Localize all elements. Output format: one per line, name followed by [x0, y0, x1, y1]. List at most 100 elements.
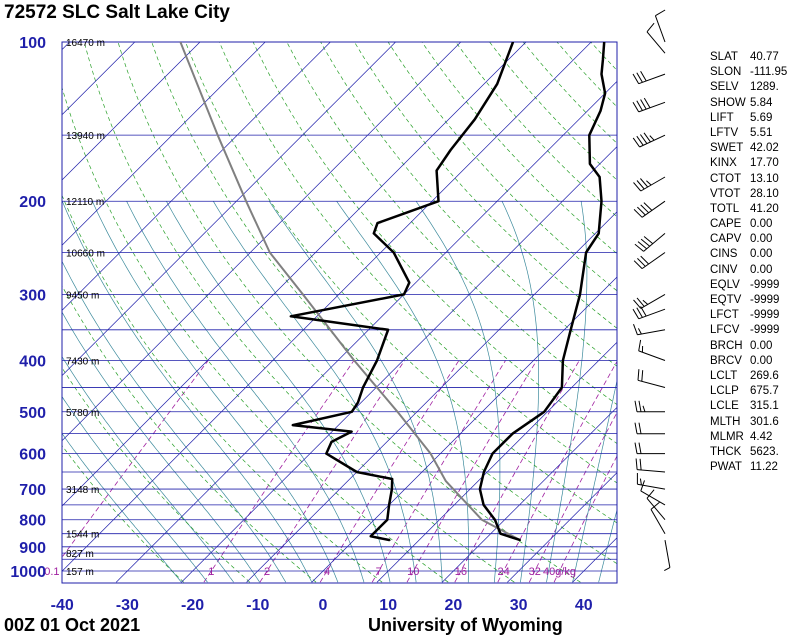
moist-adiabat-line — [62, 395, 208, 583]
height-label: 12110 m — [66, 197, 104, 208]
temperature-profile-line-point — [598, 176, 601, 178]
temperature-profile-line-point — [494, 518, 496, 521]
temperature-profile-group — [478, 42, 607, 542]
dry-adiabat-line — [185, 42, 617, 524]
wind-barb — [633, 176, 666, 192]
station-indices-panel: SLAT 40.77 SLON -111.95 SELV 1289. SHOW 5.84 LIF… — [710, 50, 787, 475]
mixing-ratio-line — [319, 360, 460, 583]
wind-barb-staff — [637, 379, 666, 388]
index-row: LIFT 5.69 — [710, 111, 787, 126]
wind-barb-staff — [641, 200, 666, 218]
index-row: MLTH 301.6 — [710, 415, 787, 430]
temperature-profile-line-point — [562, 359, 564, 362]
wind-barb — [632, 97, 666, 113]
height-label: 5780 m — [66, 408, 99, 419]
index-row: PWAT 11.22 — [710, 460, 787, 475]
dewpoint-profile-line-point — [435, 169, 438, 172]
index-value: 1289. — [750, 81, 779, 94]
dewpoint-profile-line-point — [356, 471, 358, 473]
index-name: LFTV — [710, 126, 739, 139]
pressure-tick-labels: 100 200 300 400 500 600 700 800 900 1000 — [10, 35, 46, 581]
isotherm-line — [181, 146, 617, 583]
index-row: BRCH 0.00 — [710, 339, 787, 354]
mixing-ratio-label: 40g/kg — [543, 566, 576, 578]
isotherm-line — [507, 472, 617, 583]
pressure-tick-label: 300 — [19, 287, 46, 304]
wind-barb-staff — [664, 540, 671, 568]
wind-barb — [634, 422, 665, 435]
index-name: PWAT — [710, 461, 742, 474]
index-value: 5.51 — [750, 126, 773, 139]
dewpoint-profile-line-point — [373, 232, 375, 235]
temperature-profile-line-point — [602, 58, 604, 61]
dry-adiabat-line — [62, 444, 184, 583]
wind-barb-feather — [643, 236, 654, 244]
moist-adiabat-line — [336, 200, 469, 583]
moist-adiabat-line — [62, 432, 182, 583]
wind-barb — [646, 489, 666, 521]
index-row: LCLT 269.6 — [710, 369, 787, 384]
mixing-ratio-line — [528, 411, 617, 583]
parcel-profile-line-point — [444, 480, 447, 482]
parcel-profile-line-point — [353, 359, 356, 362]
index-name: LCLT — [710, 369, 738, 382]
dewpoint-profile-line-point — [474, 118, 476, 121]
parcel-profile-line-point — [481, 518, 483, 521]
index-value: 42.02 — [750, 142, 779, 155]
pressure-tick-label: 500 — [19, 405, 46, 422]
dry-adiabat-line — [522, 42, 617, 144]
wind-barb-feather — [634, 243, 644, 252]
wind-barb-staff — [638, 308, 666, 320]
dry-adiabat-line — [62, 285, 317, 583]
temperature-profile-line-point — [519, 539, 521, 541]
wind-barb-feather — [639, 478, 642, 485]
wind-barb-feather — [632, 73, 640, 84]
pressure-tick-label: 600 — [19, 447, 46, 464]
wind-barb-staff — [646, 31, 666, 54]
index-value: 4.42 — [750, 430, 773, 443]
moist-adiabat-line — [598, 508, 617, 583]
isotherm-line — [62, 42, 592, 572]
index-value: 5623. — [750, 445, 779, 458]
dewpoint-profile-line-point — [350, 430, 353, 433]
wind-barb — [637, 369, 666, 388]
dewpoint-profile-line-point — [391, 478, 394, 480]
dewpoint-profile-line — [289, 42, 515, 542]
wind-barb — [632, 71, 666, 85]
wind-barb-feather — [640, 255, 649, 265]
mixing-ratio-line — [497, 360, 617, 583]
index-name: CAPV — [710, 233, 742, 246]
index-value: 28.10 — [750, 187, 779, 200]
wind-barb-feather — [638, 400, 642, 412]
index-value: -9999 — [750, 324, 780, 337]
mixing-ratio-label: 32 — [529, 566, 541, 578]
data-source: University of Wyoming — [368, 615, 563, 635]
index-value: 0.00 — [750, 354, 773, 367]
dewpoint-profile-line-point — [403, 293, 405, 296]
temperature-profile-line-point — [543, 411, 545, 413]
index-value: 675.7 — [750, 385, 779, 398]
wind-barb-staff — [650, 509, 666, 534]
index-name: MLTH — [710, 415, 741, 428]
index-name: LCLE — [710, 400, 739, 413]
index-row: LCLE 315.1 — [710, 399, 787, 414]
wind-barb-staff — [637, 483, 666, 490]
wind-barb-staff — [638, 101, 666, 113]
index-value: 0.00 — [750, 248, 773, 261]
height-label: 7430 m — [66, 357, 99, 368]
isotherm-line — [115, 80, 617, 583]
pressure-tick-label: 900 — [19, 540, 46, 557]
wind-barb-feather — [642, 299, 649, 305]
dewpoint-profile-line-point — [369, 535, 372, 538]
index-value: -9999 — [750, 294, 780, 306]
wind-barb-feather — [638, 422, 642, 434]
wind-barb-feather — [633, 324, 638, 335]
dry-adiabat-line — [117, 42, 581, 583]
index-row: BRCV 0.00 — [710, 354, 787, 369]
wind-barb-feather — [640, 178, 649, 188]
wind-barb-feather — [643, 97, 651, 108]
wind-barb-feather — [636, 100, 643, 111]
index-name: CINS — [710, 248, 738, 261]
mixing-ratio-line — [62, 360, 209, 558]
wind-barb-feather — [646, 22, 655, 33]
